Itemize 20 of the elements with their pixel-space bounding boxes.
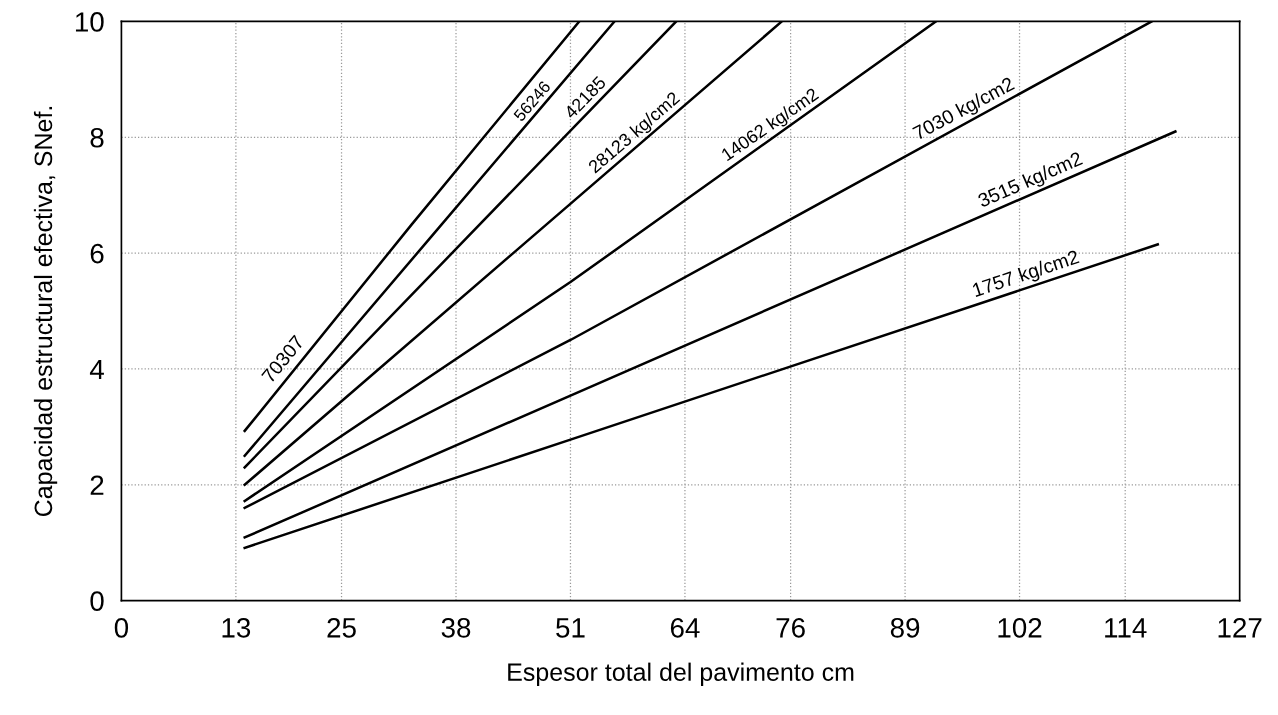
x-tick-label: 114 [1105, 618, 1147, 638]
y-tick-label: 6 [90, 243, 104, 264]
y-tick-label: 4 [89, 359, 104, 380]
x-tick-label: 0 [114, 618, 129, 638]
x-tick-label: 64 [670, 618, 700, 638]
y-tick-label: 8 [90, 127, 104, 148]
y-tick-label: 0 [90, 591, 104, 611]
text: 1757 kg/cm2 [971, 249, 1081, 301]
x-tick-label: 127 [1218, 618, 1262, 638]
x-tick-label: 89 [890, 618, 920, 638]
y-axis-title: Capacidad estructural efectiva, SNef. [33, 106, 58, 517]
x-tick-label: 38 [441, 618, 471, 638]
y-tick-label: 10 [75, 12, 104, 32]
x-tick-label: 51 [556, 618, 585, 638]
x-tick-label: 13 [222, 618, 251, 638]
y-tick-label: 2 [90, 475, 104, 495]
x-axis-title: Espesor total del pavimento cm [508, 662, 854, 686]
x-tick-label: 76 [776, 618, 805, 638]
x-tick-label: 25 [327, 618, 356, 638]
x-tick-label: 102 [998, 618, 1042, 638]
